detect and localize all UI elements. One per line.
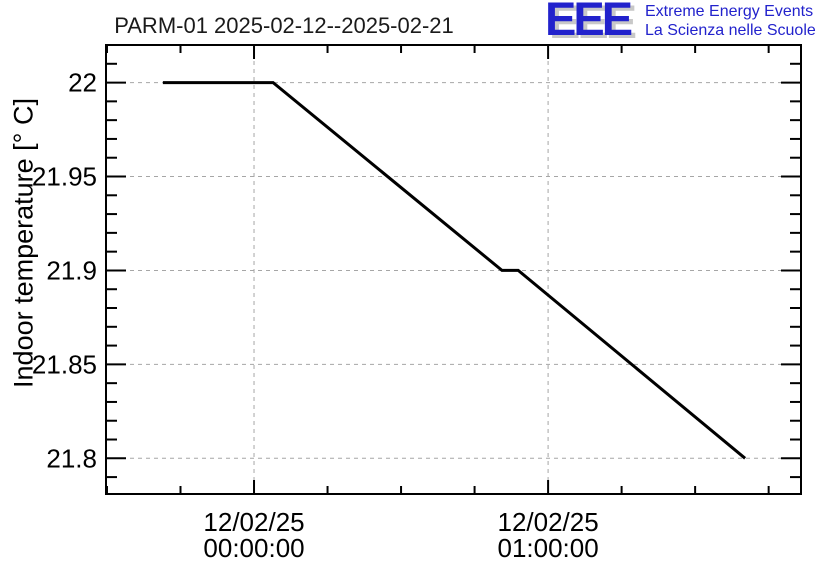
eee-logo-tagline: Extreme Energy Events La Scienza nelle S… bbox=[645, 2, 816, 40]
chart-title: PARM-01 2025-02-12--2025-02-21 bbox=[114, 13, 454, 38]
eee-logo-tagline-line2: La Scienza nelle Scuole bbox=[645, 22, 816, 39]
x-tick-label-date: 12/02/25 bbox=[497, 507, 598, 537]
y-tick-label: 21.8 bbox=[46, 443, 97, 473]
x-tick-label-time: 00:00:00 bbox=[203, 533, 304, 563]
y-tick-label: 21.95 bbox=[32, 162, 97, 192]
y-tick-label: 22 bbox=[68, 68, 97, 98]
eee-logo-tagline-line1: Extreme Energy Events bbox=[645, 3, 814, 20]
x-tick-label-time: 01:00:00 bbox=[497, 533, 598, 563]
y-tick-label: 21.85 bbox=[32, 349, 97, 379]
y-tick-label: 21.9 bbox=[46, 255, 97, 285]
temperature-line bbox=[162, 81, 747, 460]
x-tick-label-date: 12/02/25 bbox=[203, 507, 304, 537]
eee-logo-acronym: EEE bbox=[545, 0, 633, 45]
y-axis-title: Indoor temperature [° C] bbox=[8, 98, 39, 388]
plot-frame bbox=[105, 44, 802, 495]
